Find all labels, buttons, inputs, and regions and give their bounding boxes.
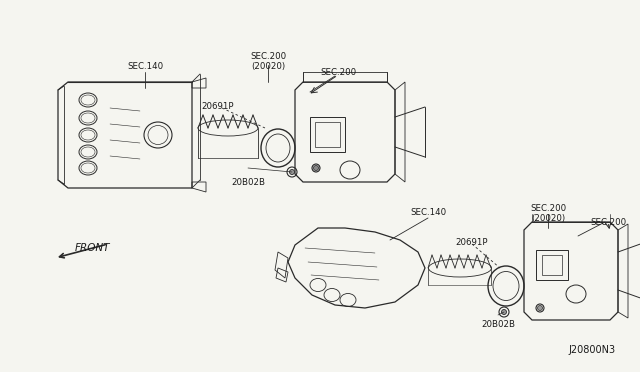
Text: SEC.200
(20020): SEC.200 (20020) xyxy=(250,52,286,71)
Text: SEC.200: SEC.200 xyxy=(590,218,626,227)
Text: FRONT: FRONT xyxy=(74,243,109,253)
Text: 20B02B: 20B02B xyxy=(231,178,265,187)
Text: 20B02B: 20B02B xyxy=(481,320,515,329)
Circle shape xyxy=(538,305,543,311)
Text: 20691P: 20691P xyxy=(456,238,488,247)
Text: SEC.140: SEC.140 xyxy=(410,208,446,217)
Text: SEC.140: SEC.140 xyxy=(127,62,163,71)
Circle shape xyxy=(289,170,294,174)
Text: SEC.200: SEC.200 xyxy=(320,68,356,77)
Circle shape xyxy=(314,166,319,170)
Text: SEC.200
(20020): SEC.200 (20020) xyxy=(530,204,566,224)
Circle shape xyxy=(312,164,320,172)
Text: J20800N3: J20800N3 xyxy=(568,345,616,355)
Circle shape xyxy=(502,310,506,314)
Text: 20691P: 20691P xyxy=(202,102,234,111)
